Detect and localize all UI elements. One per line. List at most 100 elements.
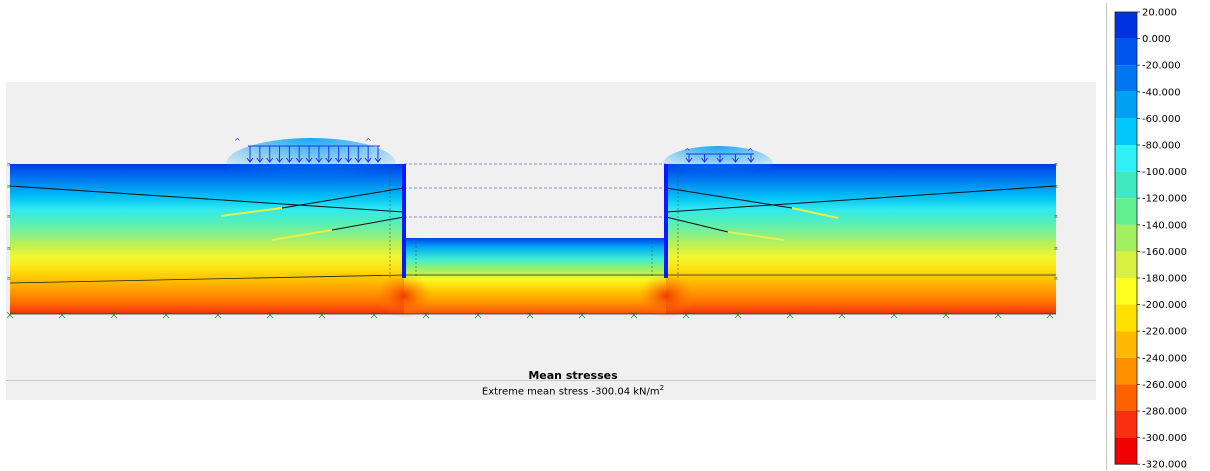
layer-boundaries [9,274,1056,284]
fixity-symbol [838,311,846,319]
legend-swatch [1115,171,1137,199]
legend-swatch [1115,12,1137,39]
bottom-boundary-fixities [6,311,1054,319]
interface-lines [389,164,679,278]
side-boundary-fixities: ¤ ¤ ¤ ¤ ¤ ¤ ¤ ¤ ¤ ¤ [7,161,1058,282]
load-arrow-head [256,157,264,163]
load-arrow-head [732,157,739,163]
load-arrow-head [305,157,313,163]
plot-title: Mean stresses [528,369,618,382]
legend-swatch [1115,304,1137,332]
legend-swatch [1115,278,1137,305]
legend-bar-frame [1114,11,1138,465]
fixity-symbol [162,311,170,319]
fixity-symbol [786,311,794,319]
load-arrow-head [354,157,362,163]
legend-swatch [1115,224,1137,252]
excavation-stage-lines [404,163,666,218]
load-arrow-head [315,157,323,163]
fixity-symbol [474,311,482,319]
fixity-symbol-side: ¤ [7,161,11,168]
plot-subtitle: Extreme mean stress -300.04 kN/m2 [373,384,773,397]
plot-subtitle-exponent: 2 [659,384,665,392]
legend-tick-label: -240.000 [1142,353,1187,364]
svg-text:^: ^ [234,137,241,146]
fixity-symbol [370,311,378,319]
load-arrow-head [295,157,303,163]
legend-tick-label: -20.000 [1142,61,1181,72]
soil-left [10,164,404,314]
legend-swatch [1115,198,1137,225]
legend-tick-label: -260.000 [1142,380,1187,391]
fixity-symbol [6,311,14,319]
legend-tick-label: -200.000 [1142,300,1187,311]
load-arrow-head [747,157,755,163]
ground-anchors-right [665,185,1057,241]
fixity-symbol-side: ¤ [7,183,11,190]
fixity-symbol-side: ¤ [1054,213,1058,220]
wall-toe-hotspot-right [638,274,694,318]
fixity-symbol [682,311,690,319]
load-arrow-head [276,157,283,163]
fixity-symbol-side: ¤ [7,275,11,282]
load-arrow-head [246,157,254,163]
fixity-symbol-side: ¤ [1054,183,1058,190]
legend-swatch [1115,384,1137,411]
model-viewport[interactable]: ^ ^ ^ ^ ¤ ¤ ¤ ¤ ¤ ¤ ¤ ¤ ¤ ¤ [6,82,1096,400]
soil-right [666,164,1056,314]
legend-tick-label: -220.000 [1142,327,1187,338]
fixity-symbol [526,311,534,319]
legend-swatch [1115,91,1137,119]
fixity-symbol [58,311,66,319]
svg-text:^: ^ [747,147,754,156]
legend-tick-label: -320.000 [1142,460,1187,471]
legend-tick-label: -140.000 [1142,220,1187,231]
distributed-load-left[interactable] [246,145,382,163]
fixity-symbol [578,311,586,319]
wall-toe-hotspot-left [376,274,432,318]
fixity-symbol [422,311,430,319]
fixity-symbol [994,311,1002,319]
load-arrow-head [685,157,693,163]
load-arrow-head [701,157,708,163]
fixity-symbol-side: ¤ [1054,245,1058,252]
fixity-symbol [110,311,118,319]
fixity-symbol [734,311,742,319]
load-arrow-head [325,157,333,163]
legend-swatch [1115,331,1137,358]
fixity-symbol [318,311,326,319]
retaining-wall-left[interactable] [402,164,406,278]
load-arrow-head [374,157,382,163]
stress-bulb-left [226,138,396,190]
legend-tick-label: -280.000 [1142,407,1187,418]
load-arrow-head [345,157,352,163]
svg-text:^: ^ [684,147,691,156]
retaining-wall-right[interactable] [664,164,668,278]
fixity-symbol [630,311,638,319]
legend-swatch [1115,118,1137,145]
legend-tick-label: -120.000 [1142,194,1187,205]
fixity-symbol-side: ¤ [1054,161,1058,168]
stress-bulb-right [663,146,773,182]
load-arrow-head [285,157,293,163]
legend-swatch [1115,251,1137,278]
legend-tick-label: -300.000 [1142,433,1187,444]
ground-anchors-left [9,185,405,241]
fixity-symbol [942,311,950,319]
distributed-load-right[interactable] [685,153,755,163]
soil-excavation [404,238,666,314]
load-arrow-head [364,157,372,163]
fixity-symbol-side: ¤ [7,213,11,220]
legend-tick-label: -180.000 [1142,274,1187,285]
footer-divider [6,380,1096,381]
fixity-symbol [214,311,222,319]
legend-tick-label: -100.000 [1142,167,1187,178]
legend-tick-label: 0.000 [1142,34,1171,45]
mean-stress-contour-plot: ^ ^ ^ ^ ¤ ¤ ¤ ¤ ¤ ¤ ¤ ¤ ¤ ¤ [6,137,1058,319]
legend-swatch [1115,38,1137,66]
svg-text:^: ^ [365,137,372,146]
legend-swatch [1115,437,1137,465]
legend-swatch [1115,357,1137,385]
legend-tick-label: -40.000 [1142,87,1181,98]
